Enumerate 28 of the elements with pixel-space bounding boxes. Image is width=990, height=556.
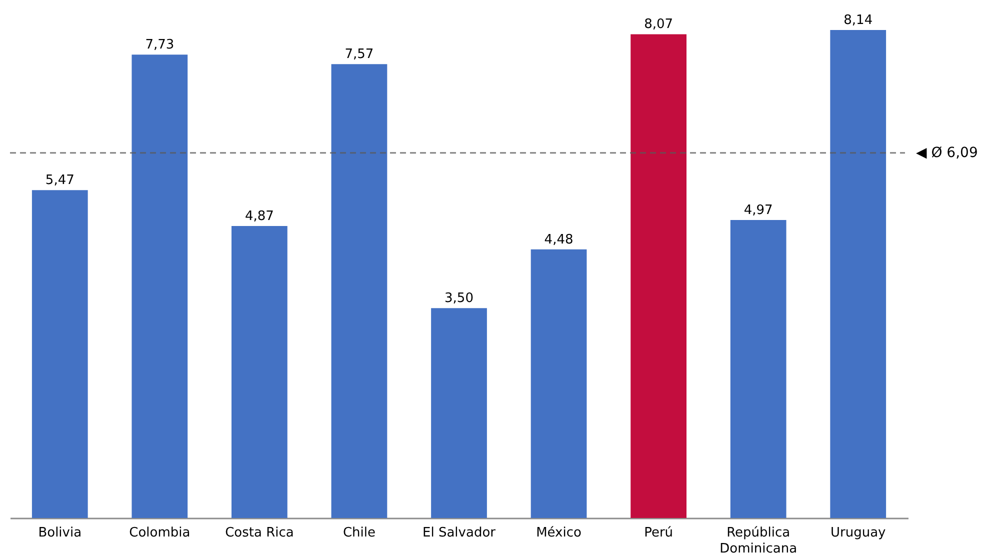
bar [32, 190, 88, 518]
bar [232, 226, 288, 518]
data-label: 8,14 [844, 13, 873, 28]
bar [331, 64, 388, 518]
bar [530, 249, 587, 518]
x-tick-label: Bolivia [38, 526, 82, 540]
data-label: 4,48 [544, 232, 574, 248]
x-tick-label: Chile [342, 526, 376, 540]
data-label: 7,73 [145, 38, 174, 53]
data-label: 7,57 [344, 47, 374, 62]
ref-line-label: ◀ Ø 6,09 [916, 144, 978, 161]
data-label: 5,47 [45, 173, 74, 188]
data-label: 4,97 [744, 203, 773, 218]
x-tick-label: Costa Rica [225, 526, 294, 540]
x-tick-label: El Salvador [422, 526, 496, 540]
bar [730, 220, 786, 518]
x-tick-label: Colombia [129, 526, 190, 540]
x-tick-label: Uruguay [830, 526, 886, 540]
data-label: 8,07 [644, 17, 674, 32]
bar [132, 54, 188, 518]
bar [431, 308, 487, 518]
bar [830, 30, 886, 518]
data-label: 4,87 [244, 209, 274, 224]
x-tick-label: República Dominicana [720, 526, 798, 556]
data-label: 3,50 [444, 291, 474, 306]
x-tick-label: Perú [644, 526, 674, 540]
bar [630, 34, 686, 518]
x-tick-label: México [536, 526, 582, 540]
